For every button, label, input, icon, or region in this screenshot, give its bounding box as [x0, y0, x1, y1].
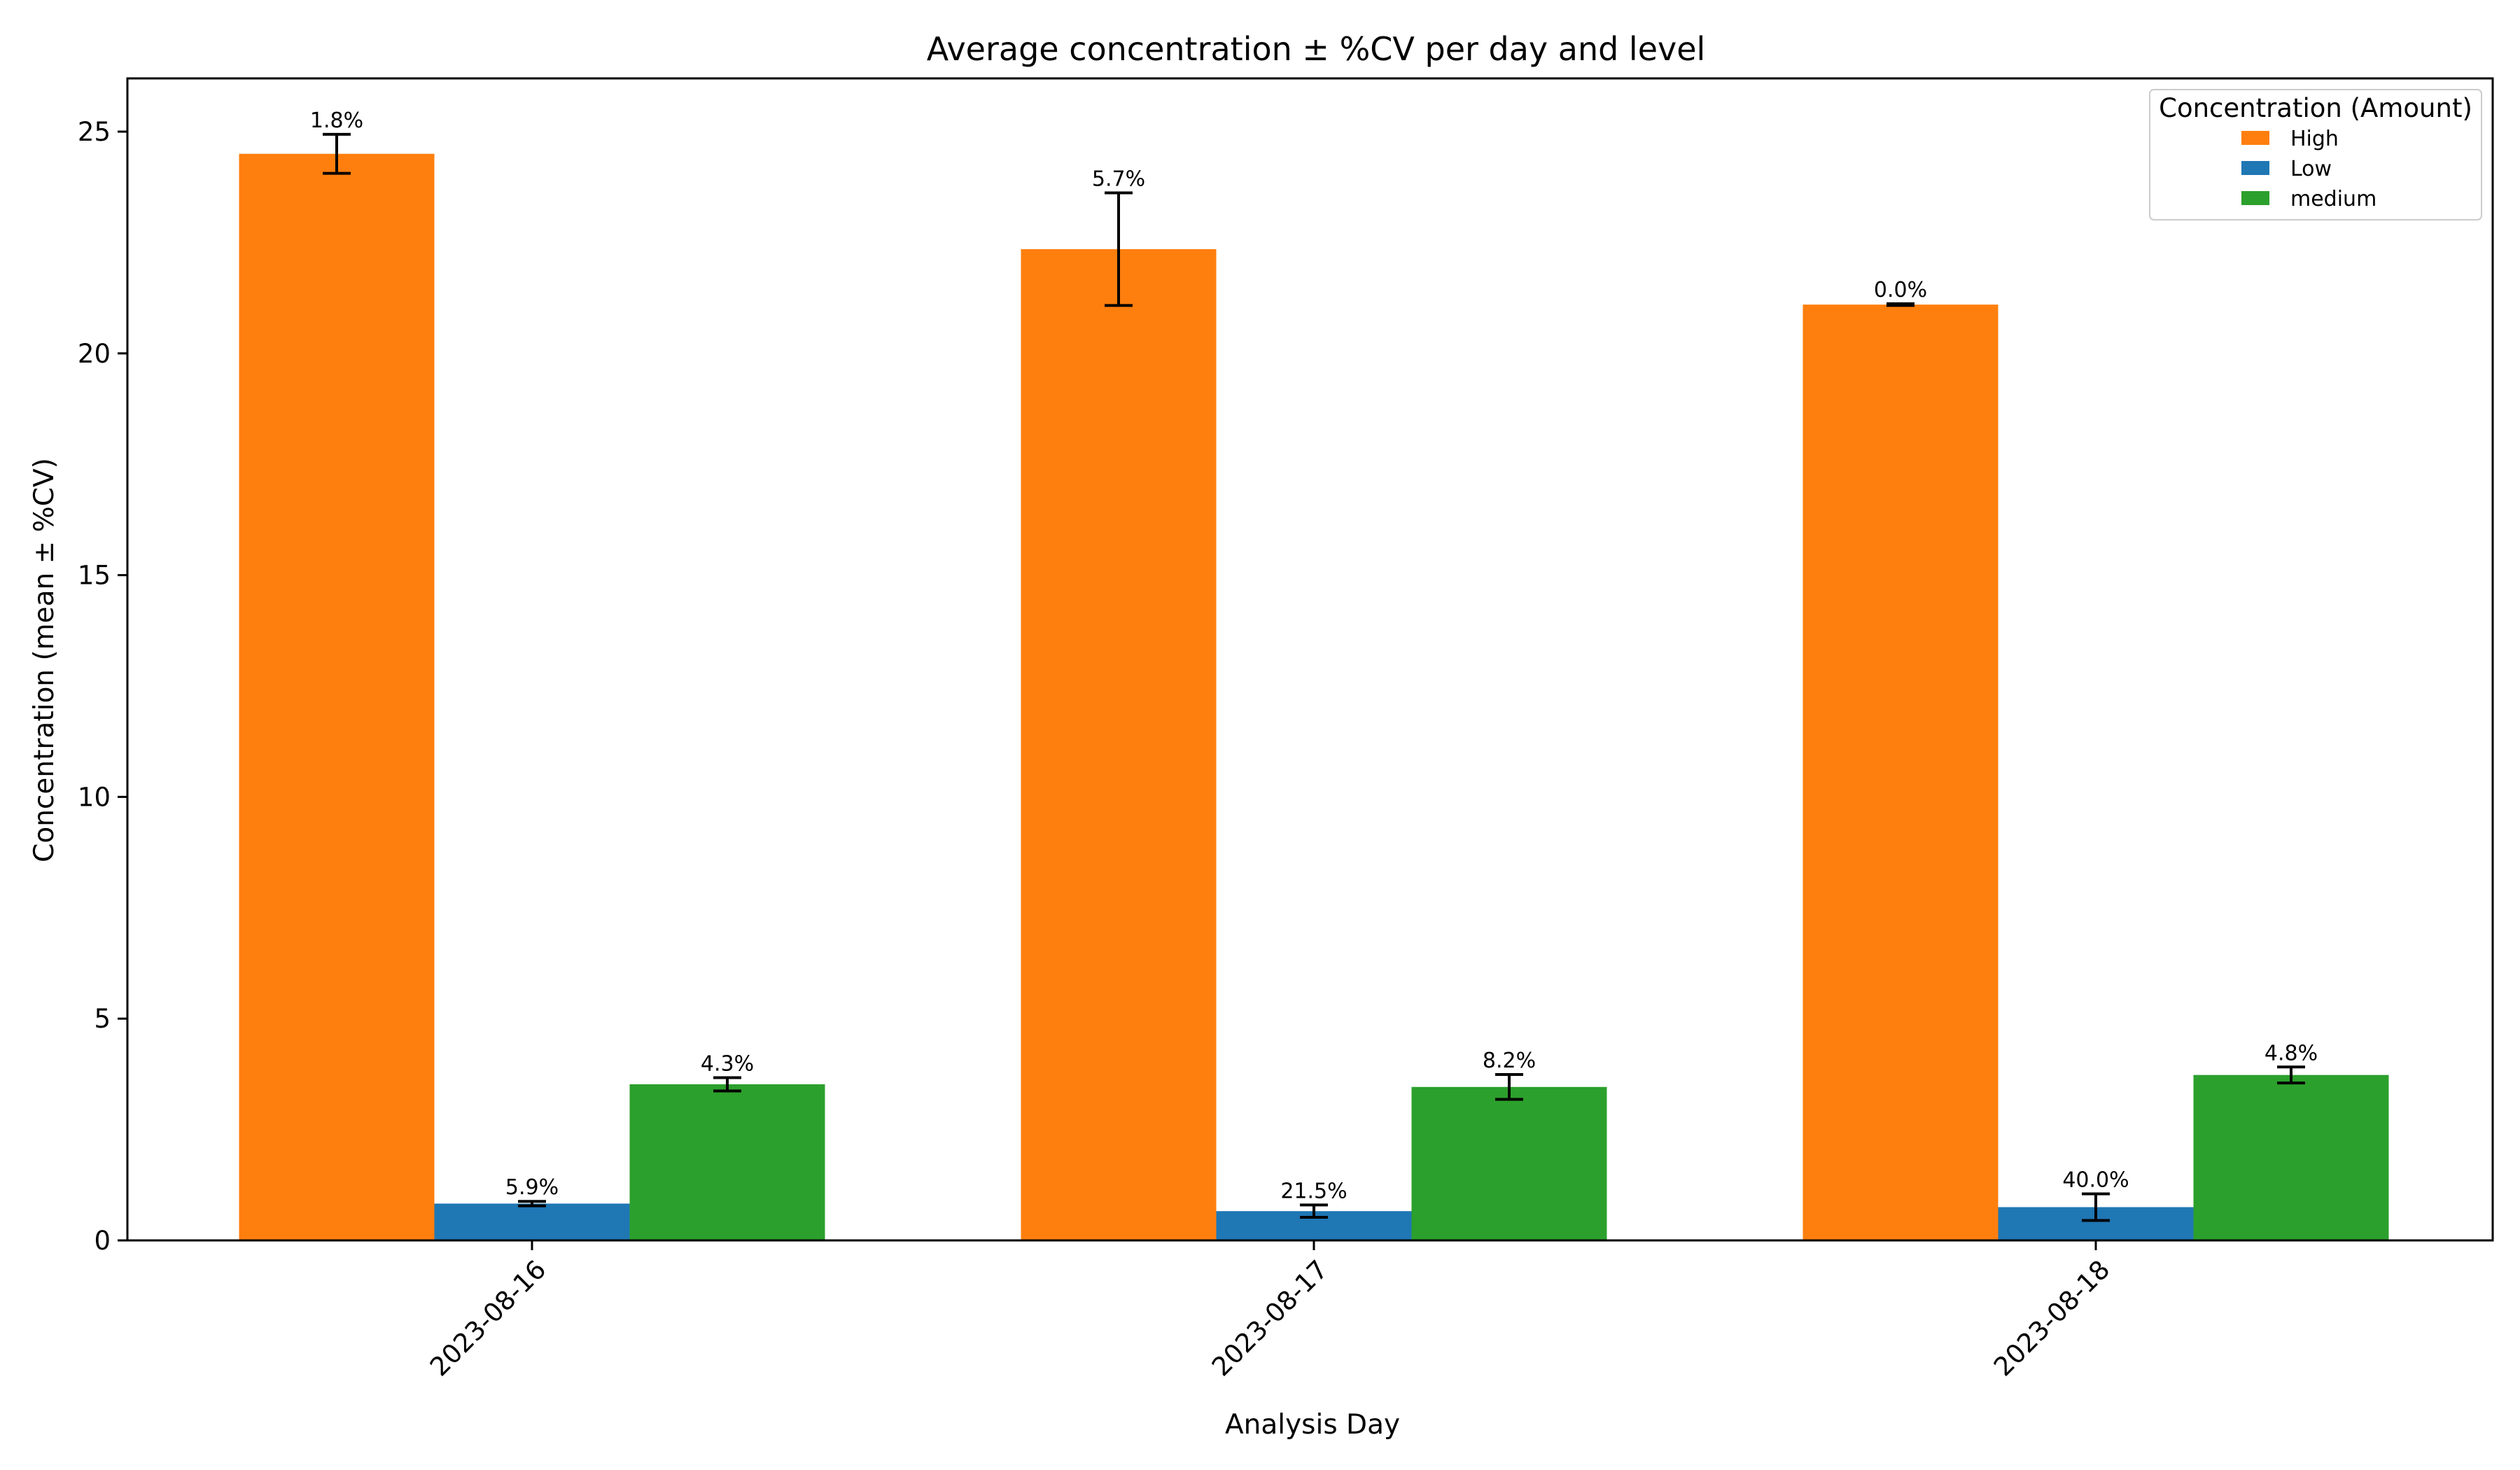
bar-high — [1021, 248, 1217, 1241]
legend-box — [2149, 89, 2482, 220]
data-label: 5.7% — [1092, 167, 1145, 191]
y-tick-label: 5 — [94, 1004, 111, 1034]
data-label: 5.9% — [505, 1175, 559, 1200]
legend: Concentration (Amount) High Low medium — [2149, 89, 2482, 220]
data-label: 4.3% — [701, 1051, 754, 1076]
data-label: 40.0% — [2062, 1168, 2129, 1192]
legend-title: Concentration (Amount) — [2159, 93, 2472, 123]
bar-medium — [1411, 1086, 1607, 1240]
x-axis-label: Analysis Day — [1225, 1409, 1400, 1441]
y-axis-label: Concentration (mean ± %CV) — [29, 458, 60, 862]
y-tick-label: 20 — [78, 339, 111, 369]
data-label: 21.5% — [1280, 1179, 1347, 1203]
y-tick-label: 15 — [78, 561, 111, 591]
legend-swatch-low — [2241, 161, 2269, 175]
chart-title: Average concentration ± %CV per day and … — [927, 30, 1706, 68]
legend-swatch-high — [2241, 131, 2269, 145]
data-label: 4.8% — [2264, 1041, 2318, 1065]
bar-medium — [629, 1084, 825, 1240]
legend-swatch-medium — [2241, 191, 2269, 205]
plot-frame — [126, 77, 2494, 1242]
bar-high — [239, 153, 435, 1240]
legend-label-high: High — [2290, 127, 2339, 151]
bar-medium — [2193, 1074, 2389, 1240]
bar-low — [434, 1203, 630, 1240]
data-label: 1.8% — [310, 108, 363, 133]
legend-label-medium: medium — [2290, 187, 2376, 211]
y-tick-label: 25 — [78, 117, 111, 147]
data-label: 8.2% — [1483, 1049, 1536, 1073]
bar-high — [1802, 304, 1998, 1240]
y-tick-label: 0 — [94, 1226, 111, 1256]
data-label: 0.0% — [1874, 278, 1927, 302]
legend-label-low: Low — [2290, 157, 2332, 181]
y-tick-label: 10 — [78, 782, 111, 812]
